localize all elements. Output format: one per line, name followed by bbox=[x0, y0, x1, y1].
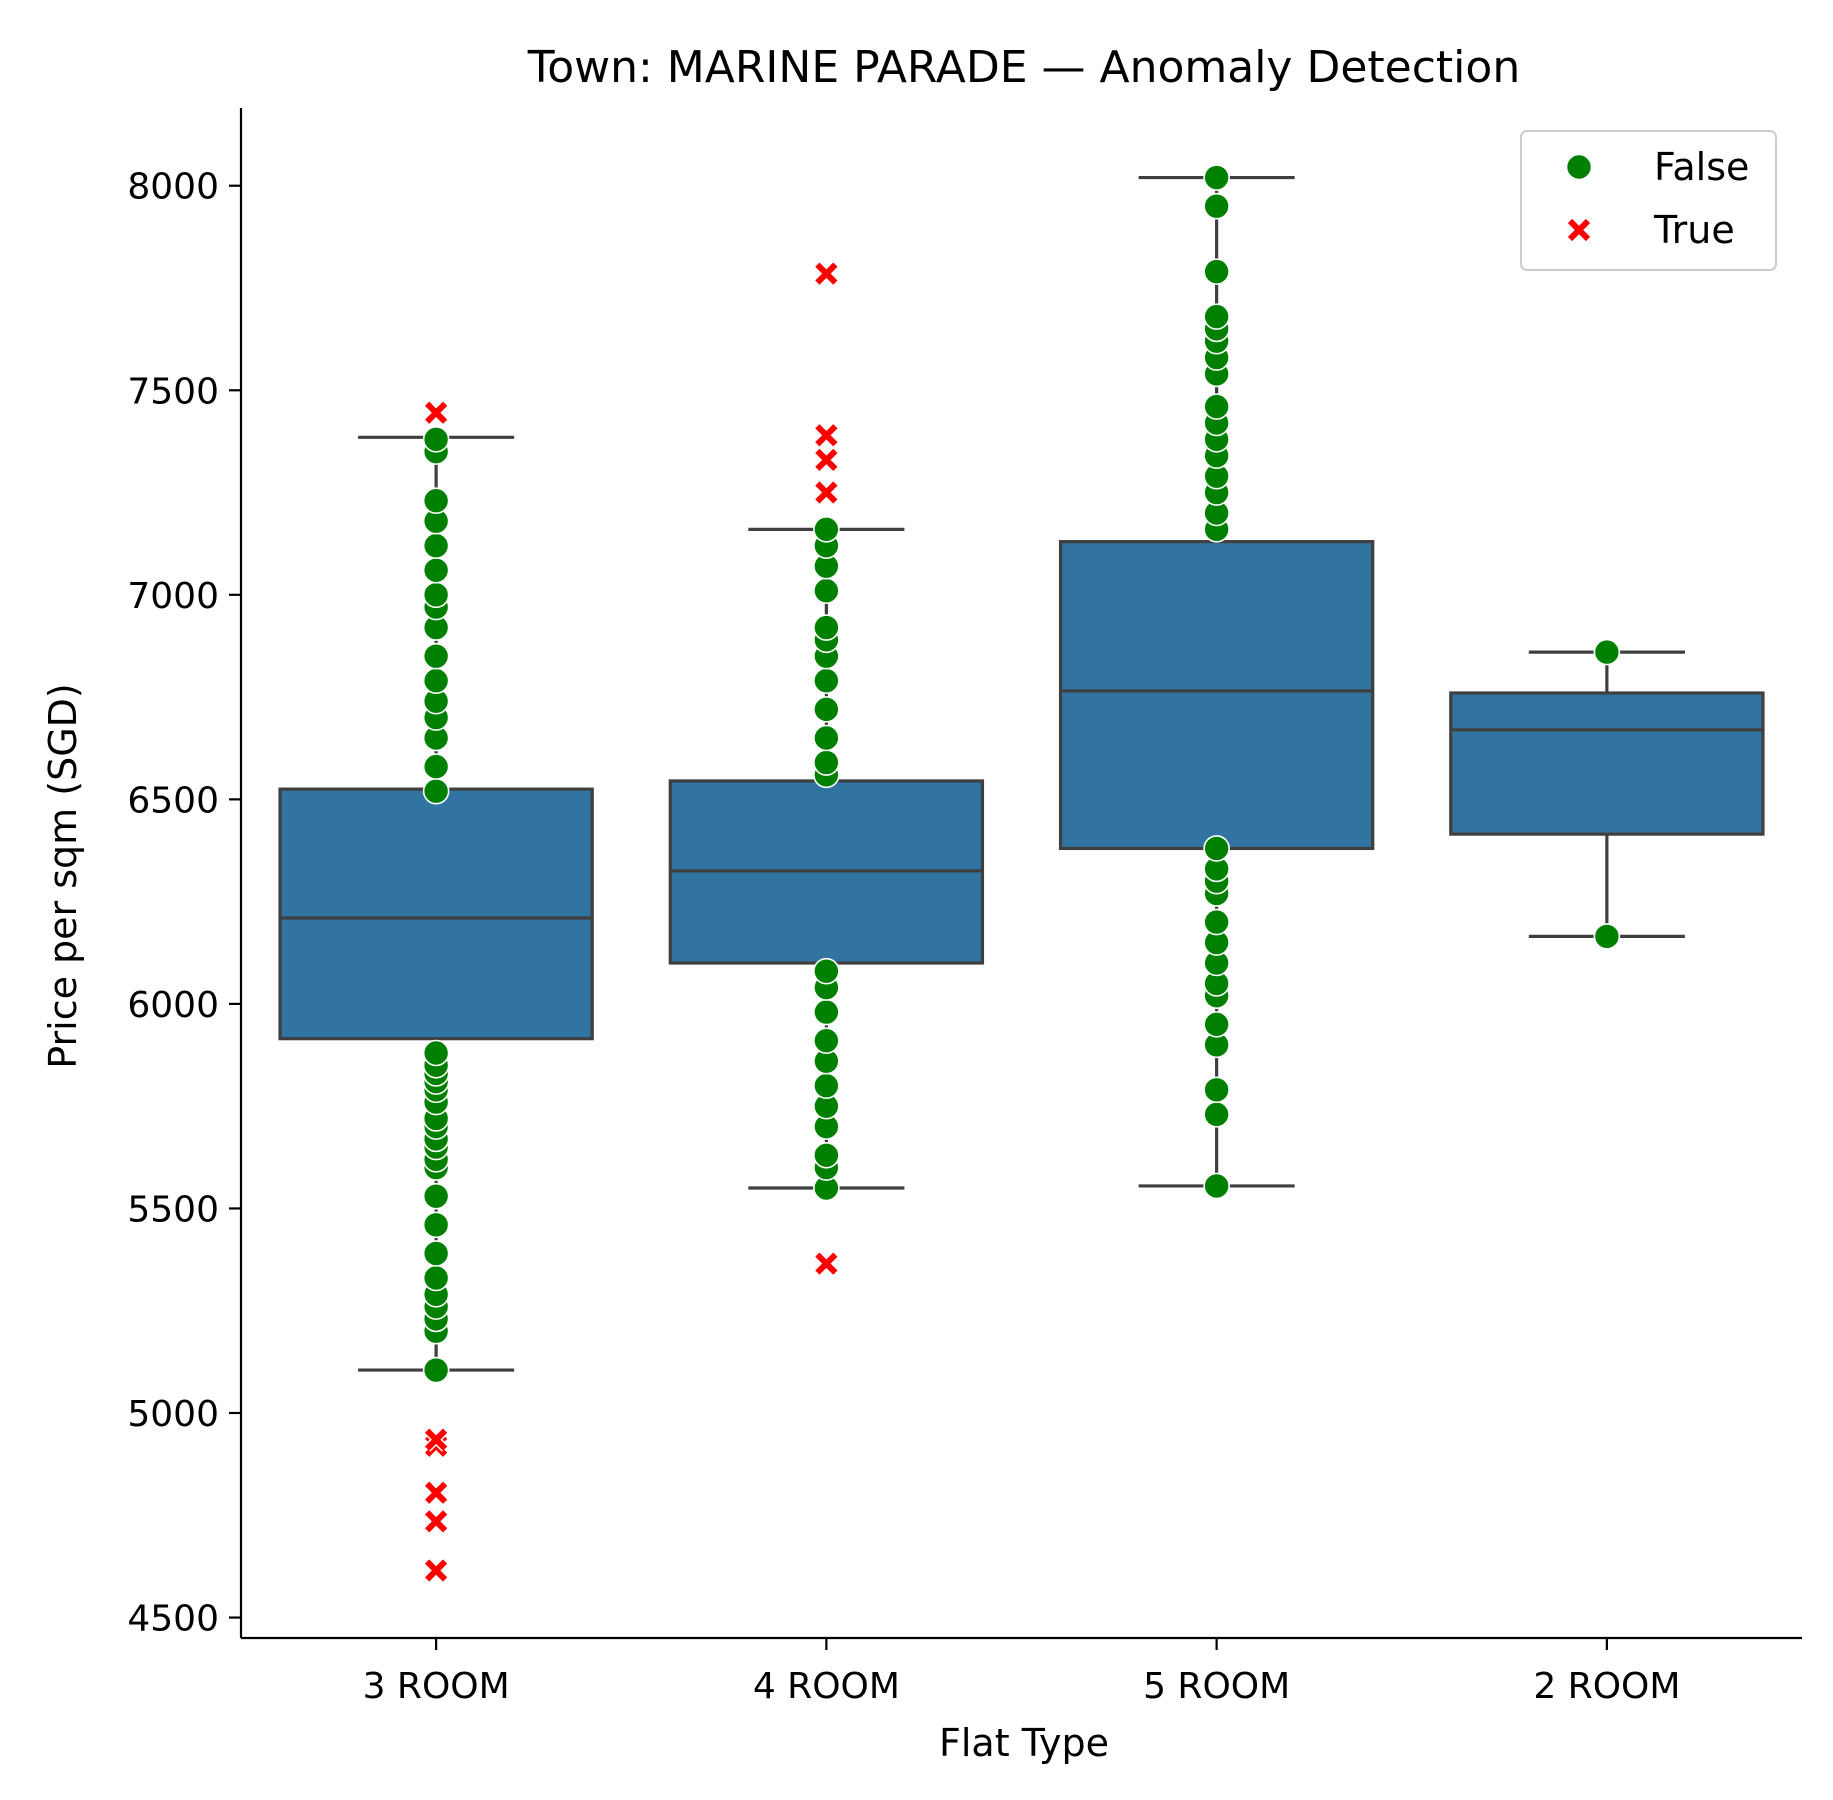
point-normal-2-room-1 bbox=[1593, 638, 1621, 666]
point-anomaly-4-room-1-stroke-b bbox=[815, 481, 838, 504]
point-anomaly-4-room-0-stroke-b bbox=[815, 1252, 838, 1275]
point-normal-3-room-31 bbox=[422, 556, 450, 584]
point-normal-5-room-2 bbox=[1203, 1076, 1230, 1104]
point-anomaly-3-room-4-stroke-b bbox=[425, 1428, 448, 1451]
point-normal-3-room-26 bbox=[422, 667, 450, 695]
point-normal-4-room-8 bbox=[813, 998, 840, 1026]
point-normal-5-room-29 bbox=[1203, 164, 1230, 191]
point-normal-3-room-36 bbox=[422, 426, 450, 453]
point-normal-4-room-14 bbox=[813, 696, 840, 723]
point-anomaly-4-room-4 bbox=[814, 261, 839, 286]
point-normal-4-room-10 bbox=[813, 957, 840, 985]
point-normal-3-room-21 bbox=[422, 777, 450, 805]
point-normal-3-room-0 bbox=[422, 1356, 450, 1384]
point-normal-4-room-19 bbox=[813, 577, 840, 605]
legend-marker-false bbox=[1565, 153, 1593, 181]
point-normal-5-room-9 bbox=[1203, 908, 1230, 936]
y-tick-label-7000: 7000 bbox=[127, 576, 219, 617]
point-normal-3-room-22 bbox=[422, 753, 450, 780]
points-layer bbox=[422, 164, 1621, 1583]
point-normal-3-room-27 bbox=[422, 642, 450, 670]
point-normal-3-room-30 bbox=[422, 581, 450, 609]
y-tick-label-5000: 5000 bbox=[127, 1394, 219, 1435]
point-normal-4-room-12 bbox=[813, 749, 840, 776]
point-normal-5-room-27 bbox=[1203, 258, 1230, 285]
point-normal-5-room-21 bbox=[1203, 393, 1230, 420]
point-anomaly-4-room-2-stroke-b bbox=[815, 448, 838, 471]
point-anomaly-3-room-2-stroke-b bbox=[425, 1481, 448, 1504]
point-normal-5-room-1 bbox=[1203, 1101, 1230, 1128]
point-anomaly-4-room-4-stroke-b bbox=[815, 262, 838, 285]
x-tick-label-4-room: 4 ROOM bbox=[753, 1666, 900, 1707]
point-anomaly-3-room-1 bbox=[423, 1509, 449, 1534]
point-anomaly-4-room-1 bbox=[814, 480, 839, 505]
point-normal-5-room-28 bbox=[1203, 192, 1230, 220]
box-group-3-room bbox=[278, 435, 594, 1372]
y-tick-label-8000: 8000 bbox=[127, 167, 219, 208]
chart-title: Town: MARINE PARADE — Anomaly Detection bbox=[527, 42, 1520, 93]
axes: 4500 5000 5500 6000 6500 7000 7500 8000 3 ROOM 4 … bbox=[127, 108, 1802, 1707]
point-normal-3-room-5 bbox=[422, 1264, 450, 1292]
point-anomaly-3-room-4 bbox=[423, 1427, 449, 1452]
point-anomaly-4-room-2 bbox=[814, 447, 839, 473]
point-normal-5-room-4 bbox=[1203, 1011, 1230, 1038]
legend-marker-true bbox=[1566, 217, 1592, 243]
point-normal-4-room-5 bbox=[813, 1072, 840, 1100]
point-normal-3-room-20 bbox=[422, 1039, 450, 1067]
y-tick-label-7500: 7500 bbox=[127, 371, 219, 412]
x-axis-label: Flat Type bbox=[939, 1721, 1109, 1765]
point-anomaly-4-room-0 bbox=[814, 1251, 839, 1276]
point-anomaly-3-room-0 bbox=[423, 1558, 449, 1583]
legend: False True bbox=[1520, 130, 1777, 271]
point-normal-4-room-18 bbox=[813, 614, 840, 641]
x-tick-label-5-room: 5 ROOM bbox=[1143, 1666, 1290, 1707]
point-normal-4-room-15 bbox=[813, 667, 840, 695]
legend-label-false: False bbox=[1654, 145, 1749, 189]
point-anomaly-3-room-0-stroke-b bbox=[425, 1559, 448, 1582]
point-normal-3-room-6 bbox=[422, 1240, 450, 1267]
box-iqr-2-room bbox=[1449, 691, 1765, 836]
y-axis-label: Price per sqm (SGD) bbox=[41, 683, 85, 1068]
point-normal-4-room-13 bbox=[813, 724, 840, 752]
x-tick-label-2-room: 2 ROOM bbox=[1533, 1666, 1680, 1707]
point-normal-2-room-0 bbox=[1593, 923, 1621, 950]
point-normal-3-room-7 bbox=[422, 1211, 450, 1239]
x-tick-label-3-room: 3 ROOM bbox=[363, 1666, 510, 1707]
box-iqr-3-room bbox=[278, 787, 594, 1041]
legend-label-true: True bbox=[1653, 208, 1735, 252]
point-normal-4-room-22 bbox=[813, 516, 840, 543]
y-tick-label-6000: 6000 bbox=[127, 985, 219, 1026]
point-normal-4-room-7 bbox=[813, 1027, 840, 1055]
point-anomaly-4-room-3-stroke-b bbox=[815, 424, 838, 447]
point-anomaly-3-room-2 bbox=[423, 1480, 449, 1505]
point-normal-5-room-26 bbox=[1203, 303, 1230, 330]
y-tick-label-6500: 6500 bbox=[127, 780, 219, 821]
point-anomaly-4-room-3 bbox=[814, 423, 839, 448]
point-normal-3-room-32 bbox=[422, 532, 450, 560]
point-normal-5-room-13 bbox=[1203, 835, 1230, 862]
y-tick-label-4500: 4500 bbox=[127, 1599, 219, 1640]
box-group-5-room bbox=[1058, 175, 1375, 1188]
point-anomaly-3-room-1-stroke-b bbox=[425, 1510, 448, 1533]
box-group-2-room bbox=[1449, 650, 1765, 939]
point-normal-5-room-0 bbox=[1203, 1172, 1230, 1200]
y-tick-label-5500: 5500 bbox=[127, 1189, 219, 1230]
point-normal-4-room-2 bbox=[813, 1141, 840, 1169]
point-normal-3-room-8 bbox=[422, 1182, 450, 1210]
point-normal-3-room-34 bbox=[422, 487, 450, 515]
point-anomaly-3-room-5-stroke-b bbox=[425, 401, 448, 424]
point-anomaly-3-room-5 bbox=[423, 400, 449, 425]
plot-area bbox=[278, 164, 1765, 1583]
box-iqr-5-room bbox=[1058, 540, 1375, 851]
legend-marker-true-stroke-b bbox=[1567, 218, 1591, 242]
